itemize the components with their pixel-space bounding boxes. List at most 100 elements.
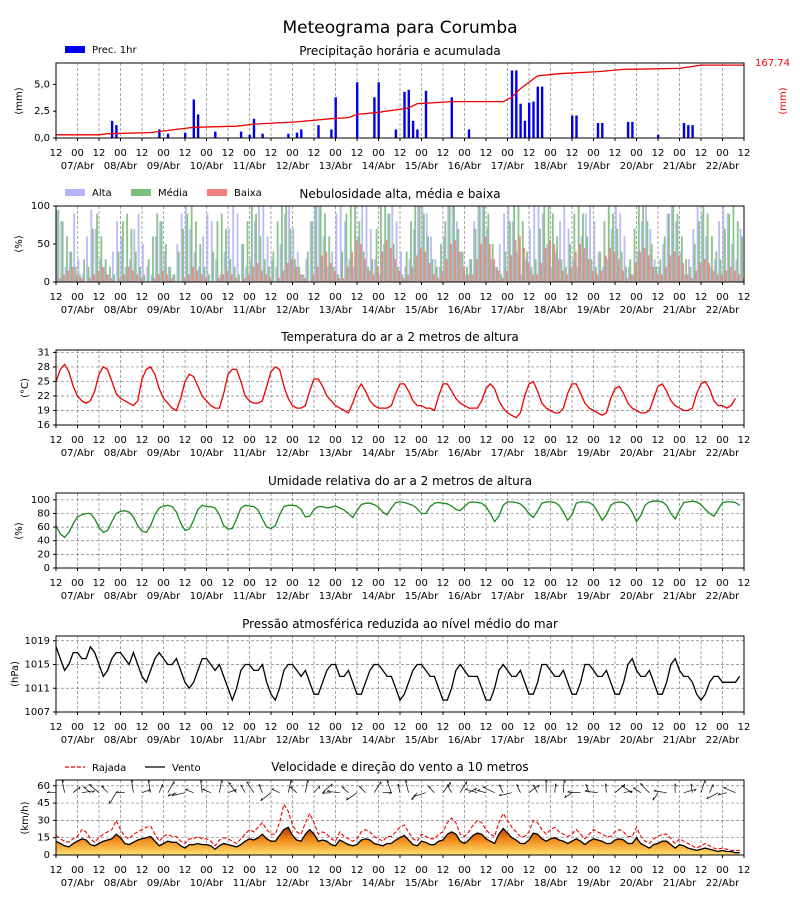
- cloud-mid-bar: [685, 259, 688, 282]
- precip-bar: [571, 115, 574, 138]
- cloud-low-bar: [265, 274, 268, 282]
- cloud-high-bar: [391, 206, 394, 282]
- ytick-label: 31: [37, 347, 50, 358]
- cloud-mid-bar: [513, 206, 516, 282]
- wind-arrow: [464, 788, 478, 794]
- xtick-hour-label: 12: [523, 722, 536, 733]
- wind-arrow: [653, 790, 667, 794]
- xtick-hour-label: 12: [523, 578, 536, 589]
- cloud-low-bar: [200, 274, 203, 282]
- temperature-ylabel: (°C): [20, 378, 31, 398]
- xtick-hour-label: 00: [200, 435, 213, 446]
- cloud-high-bar: [305, 259, 308, 282]
- cloud-high-bar: [662, 244, 665, 282]
- cloud-low-bar: [170, 278, 173, 282]
- cloud-high-bar: [68, 251, 71, 282]
- wind-arrow: [652, 792, 659, 801]
- cloud-high-bar: [498, 244, 501, 282]
- wind-panel: Velocidade e direção do vento a 10 metro…: [20, 760, 750, 889]
- wind-arrow: [623, 790, 633, 794]
- cloud-low-bar: [549, 240, 551, 282]
- xtick-hour-label: 00: [286, 148, 299, 159]
- xtick-hour-label: 12: [50, 292, 63, 303]
- cloud-low-bar: [415, 255, 418, 282]
- wind-arrow: [427, 786, 435, 793]
- wind-arrow: [563, 779, 565, 793]
- cloud-high-bar: [378, 274, 381, 282]
- cloud-high-bar: [516, 251, 518, 282]
- cloud-low-bar: [673, 251, 676, 282]
- xtick-hour-label: 12: [50, 578, 63, 589]
- cloud-mid-bar: [100, 236, 103, 282]
- cloud-high-bar: [60, 221, 63, 282]
- xtick-hour-label: 12: [695, 578, 708, 589]
- wind-arrow: [477, 790, 487, 794]
- cloud-low-bar: [127, 266, 130, 282]
- wind-arrow: [61, 779, 65, 793]
- cloud-low-bar: [738, 274, 741, 282]
- cloud-high-bar: [718, 221, 721, 282]
- xtick-date-label: 07/Abr: [61, 735, 95, 746]
- cloud-mid-bar: [358, 221, 361, 282]
- pressure-title: Pressão atmosférica reduzida ao nível mé…: [242, 617, 558, 631]
- xtick-hour-label: 00: [71, 865, 84, 876]
- cloud-low-bar: [484, 236, 487, 282]
- wind-arrow-head: [101, 785, 105, 788]
- xtick-date-label: 13/Abr: [319, 735, 353, 746]
- cloud-low-bar: [660, 274, 663, 282]
- ytick-label: 50: [37, 239, 50, 250]
- cloud-high-bar: [288, 206, 291, 282]
- xtick-hour-label: 00: [544, 148, 557, 159]
- cloud-low-bar: [88, 278, 91, 282]
- precip-ylabel: (mm): [14, 87, 25, 114]
- xtick-hour-label: 12: [738, 148, 751, 159]
- xtick-hour-label: 00: [157, 435, 170, 446]
- cloud-mid-bar: [487, 213, 490, 282]
- cloud-mid-bar: [225, 228, 227, 282]
- wind-arrow-head: [341, 786, 345, 788]
- cloud-mid-bar: [483, 206, 485, 282]
- wind-arrow: [322, 792, 332, 794]
- cloud-high-bar: [443, 236, 445, 282]
- cloud-high-bar: [215, 259, 217, 282]
- wind-arrow-head: [623, 784, 626, 788]
- panel-frame: [55, 779, 745, 856]
- cloud-mid-bar: [203, 266, 206, 282]
- cloud-legend-high-swatch: [65, 189, 85, 196]
- cloud-low-bar: [321, 255, 323, 282]
- cloud-high-bar: [197, 266, 200, 282]
- cloud-high-bar: [666, 213, 669, 282]
- cloud-mid-bar: [453, 206, 455, 282]
- cloud-mid-bar: [474, 228, 477, 282]
- cloud-high-bar: [464, 274, 467, 282]
- cloud-low-bar: [445, 259, 448, 282]
- xtick-date-label: 21/Abr: [663, 591, 697, 602]
- cloud-mid-bar: [732, 206, 735, 282]
- wind-arrow: [289, 786, 298, 793]
- cloud-high-bar: [722, 206, 725, 282]
- wind-arrow-head: [704, 780, 706, 784]
- cloud-low-bar: [106, 274, 108, 282]
- cloud-low-bar: [243, 278, 246, 282]
- cloud-high-bar: [606, 259, 609, 282]
- precip-bar: [416, 129, 419, 138]
- xtick-hour-label: 00: [673, 148, 686, 159]
- xtick-hour-label: 00: [329, 865, 342, 876]
- xtick-date-label: 12/Abr: [276, 591, 310, 602]
- xtick-hour-label: 12: [265, 578, 278, 589]
- xtick-hour-label: 12: [695, 292, 708, 303]
- cloud-high-bar: [150, 274, 153, 282]
- wind-arrow-head: [498, 793, 502, 797]
- wind-arrow-head: [474, 787, 477, 791]
- xtick-hour-label: 12: [695, 865, 708, 876]
- xtick-hour-label: 12: [695, 148, 708, 159]
- cloud-high-bar: [159, 221, 162, 282]
- precip-bar: [261, 133, 264, 138]
- cloud-mid-bar: [246, 221, 249, 282]
- xtick-hour-label: 00: [329, 292, 342, 303]
- xtick-hour-label: 12: [351, 435, 364, 446]
- cloud-low-bar: [669, 255, 672, 282]
- wind-arrow-head: [78, 786, 81, 790]
- precip-bar: [575, 115, 578, 138]
- xtick-hour-label: 12: [609, 865, 622, 876]
